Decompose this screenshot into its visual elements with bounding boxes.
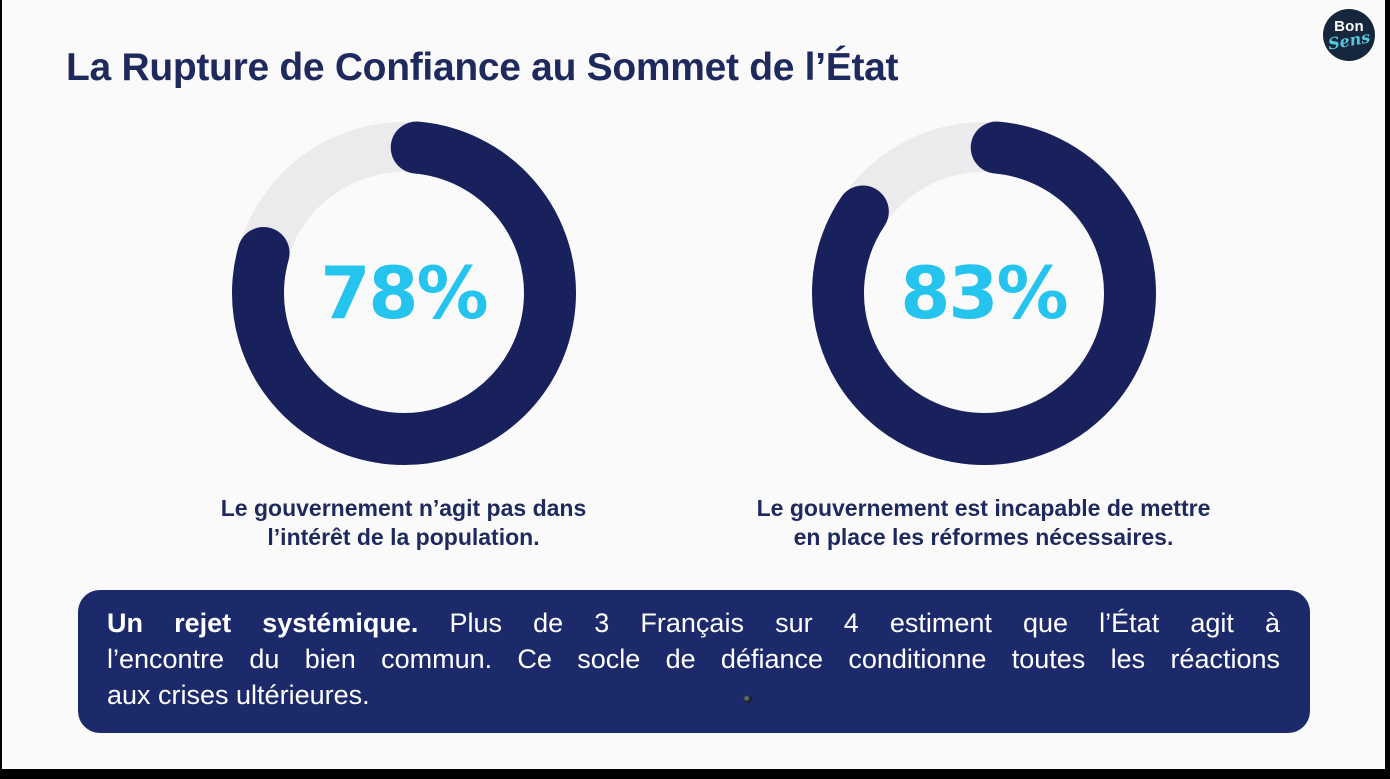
donut-chart-78: 78% [229, 118, 579, 468]
donut-svg [811, 121, 1156, 465]
summary-callout-box: Un rejet systémique. Plus de 3 Français … [78, 590, 1310, 733]
page-title: La Rupture de Confiance au Sommet de l’É… [66, 46, 899, 89]
summary-line-2: l’encontre du bien commun. Ce socle de d… [107, 644, 1280, 674]
donut-percent-label: 78% [320, 251, 488, 335]
donut-value-arc [811, 121, 1156, 465]
summary-lead-bold: Un rejet systémique. [107, 608, 419, 638]
chart-column-government-reforms: 83% Le gouvernement est incapable de met… [738, 118, 1230, 552]
caption-line: Le gouvernement est incapable de mettre [756, 495, 1211, 521]
logo-text-bon: Bon [1334, 18, 1364, 35]
donut-value-arc [231, 121, 576, 465]
donut-chart-83: 83% [809, 118, 1159, 468]
summary-line-1: Un rejet systémique. Plus de 3 Français … [107, 605, 1280, 641]
donut-caption: Le gouvernement n’agit pas dans l’intérê… [221, 494, 587, 552]
caption-line: en place les réformes nécessaires. [793, 524, 1174, 550]
donut-svg [231, 121, 576, 465]
bonsens-logo: Bon Sens [1323, 9, 1375, 61]
summary-line-3: aux crises ultérieures. [107, 680, 370, 710]
donut-caption: Le gouvernement est incapable de mettre … [757, 494, 1211, 552]
chart-column-government-interest: 78% Le gouvernement n’agit pas dans l’in… [158, 118, 650, 552]
caption-line: Le gouvernement n’agit pas dans [220, 495, 587, 521]
donut-percent-label: 83% [900, 251, 1068, 335]
charts-row: 78% Le gouvernement n’agit pas dans l’in… [2, 118, 1385, 552]
caption-line: l’intérêt de la population. [267, 524, 540, 550]
cursor-speck [743, 695, 752, 703]
summary-line-1-rest: Plus de 3 Français sur 4 estiment que l’… [418, 608, 1280, 638]
